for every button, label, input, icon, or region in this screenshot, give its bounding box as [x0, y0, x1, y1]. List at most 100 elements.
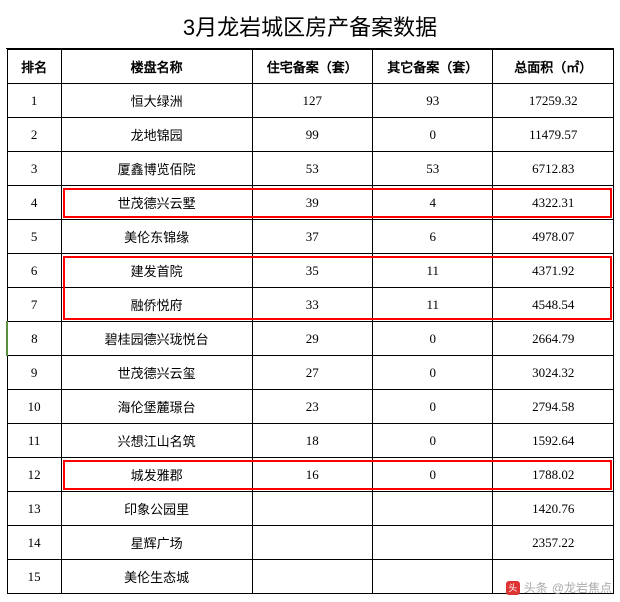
table-row: 2龙地锦园99011479.57: [7, 118, 614, 152]
cell-area: 2357.22: [493, 526, 614, 560]
cell-area: 2664.79: [493, 322, 614, 356]
cell-area: 1788.02: [493, 458, 614, 492]
cell-name: 建发首院: [61, 254, 252, 288]
cell-res: 18: [252, 424, 372, 458]
col-res: 住宅备案（套）: [252, 50, 372, 84]
table-row: 11兴想江山名筑1801592.64: [7, 424, 614, 458]
cell-area: 1592.64: [493, 424, 614, 458]
table-row: 12城发雅郡1601788.02: [7, 458, 614, 492]
cell-rank: 3: [7, 152, 61, 186]
page-title: 3月龙岩城区房产备案数据: [6, 4, 614, 49]
cell-res: 99: [252, 118, 372, 152]
cell-name: 世茂德兴云玺: [61, 356, 252, 390]
cell-name: 海伦堡麓璟台: [61, 390, 252, 424]
cell-res: 16: [252, 458, 372, 492]
table-row: 8碧桂园德兴珑悦台2902664.79: [7, 322, 614, 356]
cell-other: 0: [372, 322, 492, 356]
table-row: 3厦鑫博览佰院53536712.83: [7, 152, 614, 186]
cell-other: [372, 560, 492, 594]
col-name: 楼盘名称: [61, 50, 252, 84]
table-container: 3月龙岩城区房产备案数据 排名 楼盘名称 住宅备案（套） 其它备案（套） 总面积…: [0, 0, 620, 602]
toutiao-icon: 头: [506, 581, 520, 595]
cell-area: 4322.31: [493, 186, 614, 220]
cell-rank: 5: [7, 220, 61, 254]
cell-area: 4548.54: [493, 288, 614, 322]
table-row: 9世茂德兴云玺2703024.32: [7, 356, 614, 390]
cell-res: 33: [252, 288, 372, 322]
cell-name: 美伦生态城: [61, 560, 252, 594]
header-row: 排名 楼盘名称 住宅备案（套） 其它备案（套） 总面积（㎡）: [7, 50, 614, 84]
cell-other: 0: [372, 356, 492, 390]
cell-rank: 9: [7, 356, 61, 390]
cell-rank: 13: [7, 492, 61, 526]
table-row: 13印象公园里 1420.76: [7, 492, 614, 526]
col-rank: 排名: [7, 50, 61, 84]
cell-res: [252, 526, 372, 560]
cell-rank: 12: [7, 458, 61, 492]
cell-other: 0: [372, 390, 492, 424]
cell-res: [252, 492, 372, 526]
cell-other: 0: [372, 424, 492, 458]
cell-res: 27: [252, 356, 372, 390]
data-table: 排名 楼盘名称 住宅备案（套） 其它备案（套） 总面积（㎡） 1恒大绿洲1279…: [6, 49, 614, 594]
cell-area: 4371.92: [493, 254, 614, 288]
cell-name: 碧桂园德兴珑悦台: [61, 322, 252, 356]
cell-area: 1420.76: [493, 492, 614, 526]
cell-name: 星辉广场: [61, 526, 252, 560]
cell-other: [372, 492, 492, 526]
cell-rank: 2: [7, 118, 61, 152]
cell-name: 恒大绿洲: [61, 84, 252, 118]
table-row: 14星辉广场 2357.22: [7, 526, 614, 560]
table-row: 10海伦堡麓璟台2302794.58: [7, 390, 614, 424]
cell-name: 印象公园里: [61, 492, 252, 526]
cell-rank: 14: [7, 526, 61, 560]
cell-area: 11479.57: [493, 118, 614, 152]
watermark: 头 头条 @龙岩焦点: [506, 579, 612, 596]
cell-rank: 4: [7, 186, 61, 220]
cell-other: 0: [372, 118, 492, 152]
cell-res: 53: [252, 152, 372, 186]
cell-name: 龙地锦园: [61, 118, 252, 152]
table-row: 7融侨悦府33114548.54: [7, 288, 614, 322]
cell-res: 35: [252, 254, 372, 288]
cell-name: 美伦东锦缘: [61, 220, 252, 254]
cell-name: 厦鑫博览佰院: [61, 152, 252, 186]
cell-name: 世茂德兴云墅: [61, 186, 252, 220]
cell-rank: 8: [7, 322, 61, 356]
col-other: 其它备案（套）: [372, 50, 492, 84]
cell-other: 11: [372, 288, 492, 322]
cell-other: 53: [372, 152, 492, 186]
cell-rank: 7: [7, 288, 61, 322]
table-row: 6建发首院35114371.92: [7, 254, 614, 288]
cell-res: 37: [252, 220, 372, 254]
col-area: 总面积（㎡）: [493, 50, 614, 84]
cell-res: [252, 560, 372, 594]
cell-area: 17259.32: [493, 84, 614, 118]
cell-rank: 10: [7, 390, 61, 424]
cell-rank: 6: [7, 254, 61, 288]
table-row: 4世茂德兴云墅3944322.31: [7, 186, 614, 220]
cell-name: 兴想江山名筑: [61, 424, 252, 458]
table-row: 1恒大绿洲1279317259.32: [7, 84, 614, 118]
cell-res: 39: [252, 186, 372, 220]
cell-other: [372, 526, 492, 560]
cell-other: 11: [372, 254, 492, 288]
watermark-account: @龙岩焦点: [552, 579, 612, 596]
cell-rank: 1: [7, 84, 61, 118]
cell-area: 3024.32: [493, 356, 614, 390]
cell-area: 6712.83: [493, 152, 614, 186]
cell-res: 29: [252, 322, 372, 356]
table-row: 5美伦东锦缘3764978.07: [7, 220, 614, 254]
cell-area: 4978.07: [493, 220, 614, 254]
cell-name: 城发雅郡: [61, 458, 252, 492]
cell-res: 23: [252, 390, 372, 424]
cell-other: 6: [372, 220, 492, 254]
cell-other: 4: [372, 186, 492, 220]
cell-rank: 15: [7, 560, 61, 594]
cell-area: 2794.58: [493, 390, 614, 424]
watermark-prefix: 头条: [524, 579, 548, 596]
cell-other: 0: [372, 458, 492, 492]
cell-name: 融侨悦府: [61, 288, 252, 322]
cell-res: 127: [252, 84, 372, 118]
cell-other: 93: [372, 84, 492, 118]
